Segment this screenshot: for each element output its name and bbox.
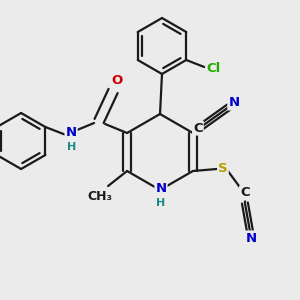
Text: N: N bbox=[65, 127, 77, 140]
Text: O: O bbox=[112, 74, 123, 88]
Text: N: N bbox=[245, 232, 256, 244]
Text: CH₃: CH₃ bbox=[88, 190, 112, 202]
Text: S: S bbox=[218, 161, 228, 175]
Text: C: C bbox=[193, 122, 203, 134]
Text: H: H bbox=[68, 142, 77, 152]
Text: H: H bbox=[156, 198, 166, 208]
Text: Cl: Cl bbox=[206, 61, 220, 74]
Text: C: C bbox=[240, 187, 250, 200]
Text: N: N bbox=[228, 97, 239, 110]
Text: N: N bbox=[155, 182, 167, 196]
